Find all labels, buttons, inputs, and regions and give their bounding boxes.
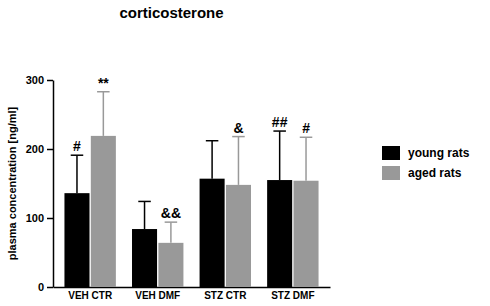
y-tick-label: 100 <box>26 212 44 224</box>
error-cap <box>232 136 245 138</box>
annotation: && <box>161 205 181 221</box>
legend-swatch <box>382 146 400 160</box>
error-bar <box>97 92 110 136</box>
x-tick: STZ CTR <box>204 287 247 301</box>
legend: young rats aged rats <box>382 146 470 180</box>
legend-item: young rats <box>382 146 470 160</box>
plot: 0100200300VEH CTRVEH DMFSTZ CTRSTZ DMF##… <box>26 74 331 301</box>
y-axis: 0 100 200 300 <box>26 74 54 293</box>
y-tick-label: 0 <box>38 281 44 293</box>
error-line <box>76 155 78 193</box>
legend-swatch <box>382 166 400 180</box>
error-bar <box>138 201 151 229</box>
bar <box>294 181 319 287</box>
bar <box>267 180 292 287</box>
error-cap <box>165 221 178 223</box>
annotation: & <box>233 120 243 136</box>
error-bar <box>165 222 178 243</box>
error-cap <box>138 201 151 203</box>
y-tick-label: 300 <box>26 74 44 86</box>
bar <box>226 185 251 287</box>
error-bar <box>232 137 245 185</box>
annotation: ** <box>98 75 109 91</box>
annotation: # <box>73 138 81 154</box>
marks <box>64 92 318 287</box>
error-bar <box>273 131 286 180</box>
y-tick-mark <box>47 218 53 220</box>
error-line <box>144 201 146 229</box>
error-cap <box>71 154 84 156</box>
x-tick-label: VEH DMF <box>135 290 180 301</box>
x-tick-label: STZ CTR <box>204 290 247 301</box>
annotations: ###**&&&# <box>73 75 310 221</box>
error-bar <box>71 155 84 193</box>
y-tick-mark <box>47 287 53 289</box>
annotation: # <box>302 120 310 136</box>
legend-label: young rats <box>408 146 470 160</box>
error-cap <box>300 137 313 139</box>
y-tick-mark <box>47 149 53 151</box>
bar <box>200 179 225 287</box>
error-bar <box>206 141 219 179</box>
x-tick: VEH DMF <box>135 287 180 301</box>
x-tick-label: STZ DMF <box>271 290 314 301</box>
x-tick-label: VEH CTR <box>68 290 113 301</box>
y-tick: 200 <box>26 143 53 155</box>
y-axis-line <box>53 81 55 288</box>
y-axis-title: plasma concentration [ng/ml] <box>6 106 18 260</box>
x-tick: VEH CTR <box>68 287 113 301</box>
error-line <box>238 137 240 185</box>
title: corticosterone <box>119 4 223 21</box>
error-line <box>279 131 281 180</box>
chart: 0100200300VEH CTRVEH DMFSTZ CTRSTZ DMF##… <box>0 0 490 306</box>
bar <box>132 229 157 287</box>
x-tick: STZ DMF <box>271 287 314 301</box>
error-cap <box>206 140 219 142</box>
error-line <box>305 137 307 180</box>
y-tick: 0 <box>38 281 53 293</box>
error-cap <box>97 91 110 93</box>
error-line <box>211 141 213 179</box>
error-line <box>103 92 105 136</box>
y-tick-label: 200 <box>26 143 44 155</box>
error-cap <box>273 130 286 132</box>
error-bar <box>300 137 313 180</box>
y-tick-mark <box>47 80 53 82</box>
bar <box>158 243 183 287</box>
y-tick: 100 <box>26 212 53 224</box>
legend-item: aged rats <box>382 166 462 180</box>
error-line <box>170 222 172 243</box>
bar <box>91 136 116 287</box>
legend-label: aged rats <box>408 166 462 180</box>
y-tick: 300 <box>26 74 53 86</box>
x-axis: VEH CTR VEH DMF STZ CTR STZ DMF <box>54 287 331 301</box>
annotation: ## <box>272 114 288 130</box>
bar <box>64 193 89 287</box>
